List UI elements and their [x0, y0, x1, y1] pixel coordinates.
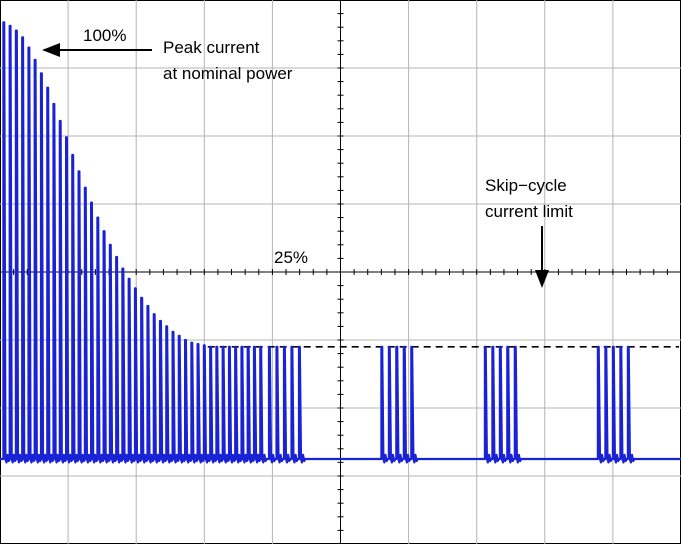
annotations: 100% Peak current at nominal power 25% S…: [42, 26, 573, 288]
peak-text-line1: Peak current: [163, 38, 260, 57]
trace-path: [0, 21, 681, 464]
peak-arrow-head: [42, 43, 60, 57]
skip-text-line1: Skip−cycle: [485, 176, 567, 195]
peak-percent-label: 100%: [83, 26, 126, 45]
peak-text-line2: at nominal power: [163, 64, 293, 83]
limit-percent-label: 25%: [274, 248, 308, 267]
current-trace: [0, 21, 681, 464]
skip-arrow-head: [535, 270, 549, 288]
skip-text-line2: current limit: [485, 202, 573, 221]
